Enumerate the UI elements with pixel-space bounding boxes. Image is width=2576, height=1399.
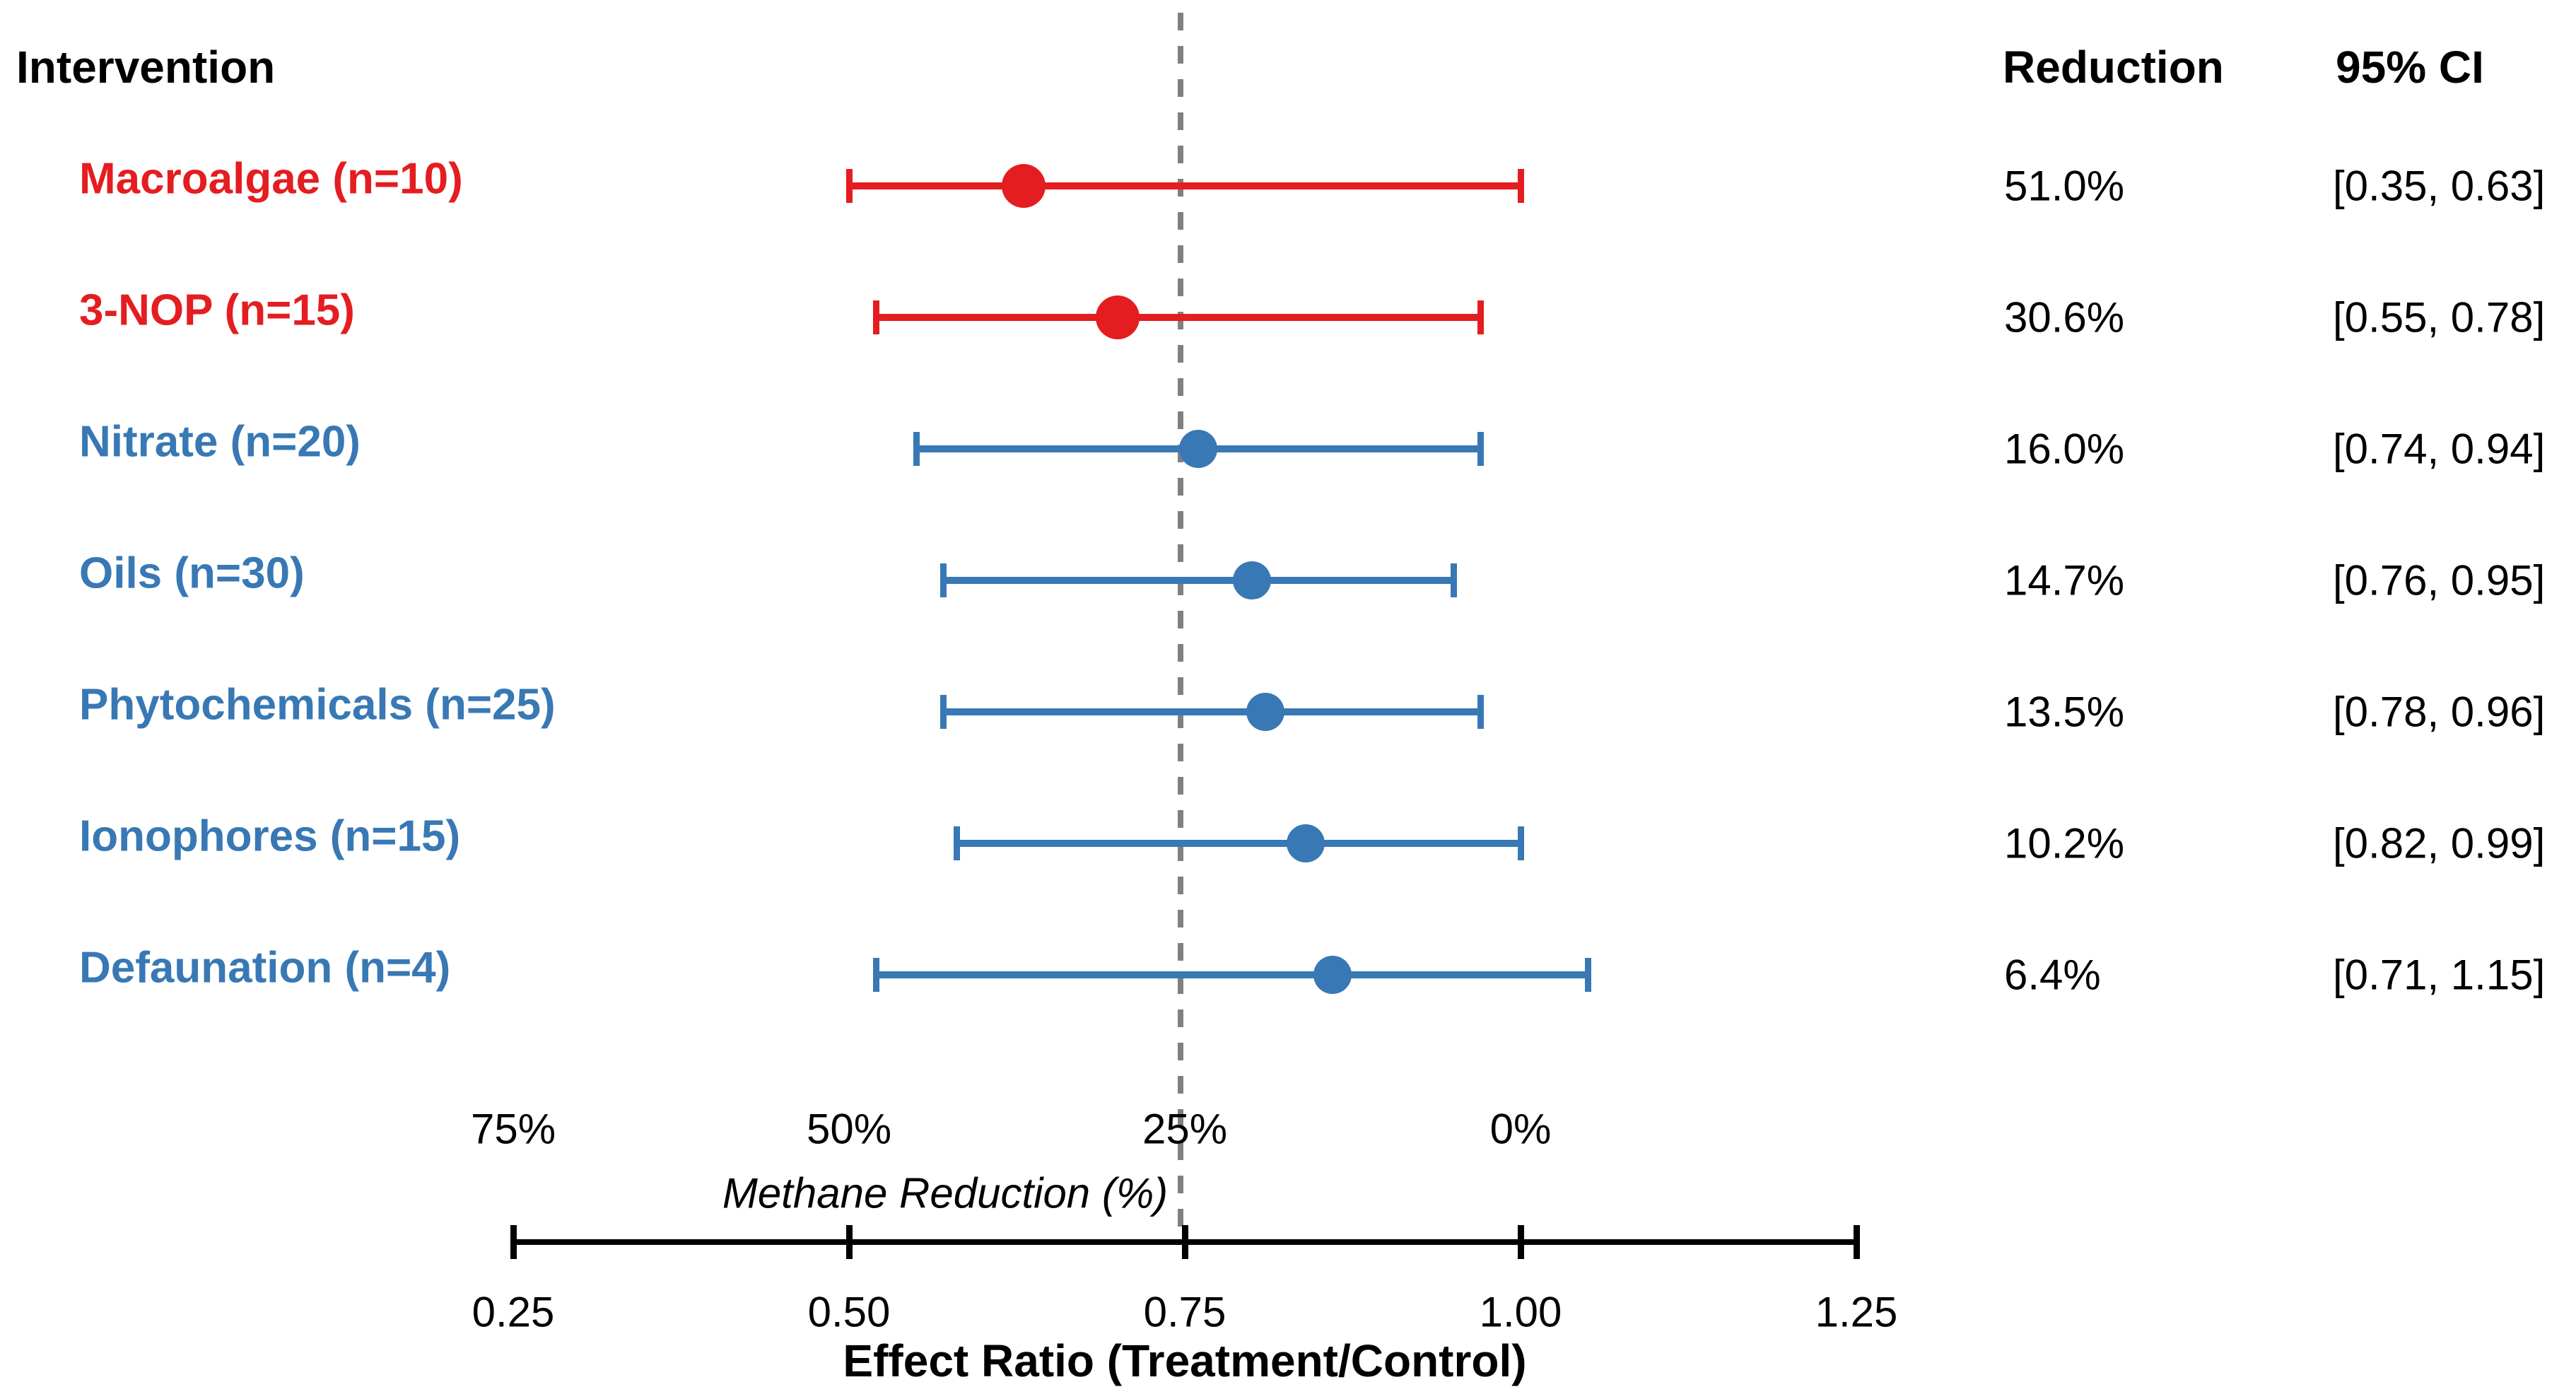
- effect-point-marker: [1233, 561, 1271, 599]
- ci-value: [0.74, 0.94]: [2333, 425, 2546, 473]
- effect-point-marker: [1002, 164, 1046, 208]
- reduction-value: 6.4%: [2004, 951, 2101, 999]
- x-axis-tick-label: 0.75: [1143, 1288, 1226, 1336]
- row-intervention-label: Defaunation (n=4): [79, 943, 451, 993]
- ci-value: [0.76, 0.95]: [2333, 556, 2546, 604]
- reduction-value: 13.5%: [2004, 688, 2125, 736]
- confidence-interval-line: [849, 182, 1521, 189]
- confidence-interval-cap: [954, 826, 960, 860]
- confidence-interval-line: [876, 314, 1480, 321]
- confidence-interval-cap: [940, 563, 947, 597]
- x-axis-tick-label: 1.25: [1815, 1288, 1898, 1336]
- row-intervention-label: Phytochemicals (n=25): [79, 680, 556, 730]
- reduction-column-header: Reduction: [2003, 42, 2224, 93]
- confidence-interval-cap: [1477, 300, 1484, 334]
- confidence-interval-cap: [873, 300, 879, 334]
- x-axis-tick: [1854, 1225, 1860, 1259]
- x-axis-tick: [510, 1225, 517, 1259]
- x-axis-tick: [1518, 1225, 1524, 1259]
- confidence-interval-cap: [873, 958, 879, 992]
- reference-dashed-line: [1178, 13, 1183, 1243]
- effect-point-marker: [1179, 430, 1217, 468]
- x-axis-tick-label: 0.25: [472, 1288, 555, 1336]
- effect-point-marker: [1096, 295, 1140, 339]
- confidence-interval-cap: [1518, 826, 1524, 860]
- x-axis-title: Effect Ratio (Treatment/Control): [843, 1335, 1527, 1386]
- confidence-interval-cap: [846, 169, 853, 203]
- confidence-interval-cap: [1477, 695, 1484, 729]
- secondary-axis-tick-label: 0%: [1489, 1105, 1552, 1153]
- reduction-value: 16.0%: [2004, 425, 2125, 473]
- effect-point-marker: [1313, 956, 1352, 994]
- intervention-column-header: Intervention: [16, 42, 276, 93]
- ci-value: [0.71, 1.15]: [2333, 951, 2546, 999]
- effect-point-marker: [1246, 693, 1284, 731]
- row-intervention-label: Macroalgae (n=10): [79, 154, 463, 204]
- confidence-interval-cap: [940, 695, 947, 729]
- confidence-interval-cap: [1518, 169, 1524, 203]
- reduction-value: 10.2%: [2004, 819, 2125, 867]
- reduction-value: 14.7%: [2004, 556, 2125, 604]
- secondary-axis-tick-label: 75%: [470, 1105, 556, 1153]
- x-axis-tick: [846, 1225, 853, 1259]
- confidence-interval-cap: [1585, 958, 1591, 992]
- x-axis-tick: [1182, 1225, 1188, 1259]
- confidence-interval-cap: [913, 432, 920, 466]
- x-axis-tick-label: 0.50: [807, 1288, 891, 1336]
- confidence-interval-cap: [1477, 432, 1484, 466]
- confidence-interval-cap: [1451, 563, 1457, 597]
- row-intervention-label: Ionophores (n=15): [79, 812, 461, 861]
- secondary-axis-tick-label: 50%: [806, 1105, 892, 1153]
- effect-point-marker: [1287, 824, 1325, 862]
- ci-value: [0.78, 0.96]: [2333, 688, 2546, 736]
- reduction-value: 51.0%: [2004, 162, 2125, 210]
- confidence-interval-line: [943, 708, 1480, 715]
- x-axis-tick-label: 1.00: [1479, 1288, 1562, 1336]
- secondary-axis-tick-label: 25%: [1142, 1105, 1228, 1153]
- confidence-interval-line: [943, 577, 1453, 584]
- confidence-interval-line: [876, 971, 1588, 978]
- row-intervention-label: 3-NOP (n=15): [79, 286, 355, 335]
- row-intervention-label: Oils (n=30): [79, 549, 305, 598]
- ci-value: [0.35, 0.63]: [2333, 162, 2546, 210]
- row-intervention-label: Nitrate (n=20): [79, 417, 361, 467]
- ci-value: [0.55, 0.78]: [2333, 293, 2546, 341]
- ci-column-header: 95% CI: [2336, 42, 2484, 93]
- secondary-axis-title: Methane Reduction (%): [722, 1169, 1169, 1217]
- reduction-value: 30.6%: [2004, 293, 2125, 341]
- confidence-interval-line: [956, 840, 1521, 847]
- ci-value: [0.82, 0.99]: [2333, 819, 2546, 867]
